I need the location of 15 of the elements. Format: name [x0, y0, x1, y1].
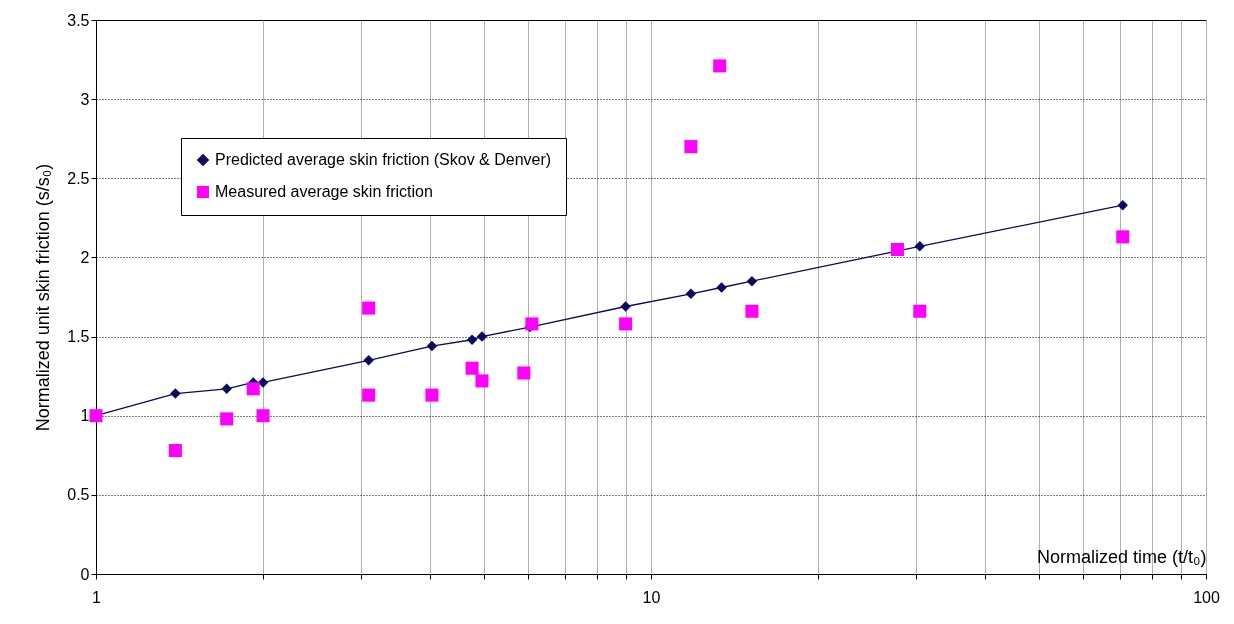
- x-tick-label: 1: [92, 588, 102, 606]
- y-tick-label: 2: [80, 248, 90, 266]
- y-tick-label: 2.5: [67, 169, 90, 187]
- legend-label: Measured average skin friction: [215, 183, 433, 200]
- y-axis-title: Normalized unit skin friction (s/s₀): [33, 163, 54, 432]
- x-axis-title: Normalized time (t/t₀): [1037, 546, 1207, 567]
- legend-label: Predicted average skin friction (Skov & Denver): [215, 151, 552, 168]
- y-tick-label: 0.5: [67, 486, 90, 504]
- y-tick-label: 3: [80, 90, 90, 108]
- y-tick-label: 3.5: [67, 11, 90, 29]
- y-tick-label: 1.5: [67, 328, 90, 346]
- x-tick-label: 100: [1193, 588, 1220, 606]
- x-tick-label: 10: [642, 588, 661, 606]
- y-tick-label: 1: [80, 407, 90, 425]
- y-tick-label: 0: [80, 565, 90, 583]
